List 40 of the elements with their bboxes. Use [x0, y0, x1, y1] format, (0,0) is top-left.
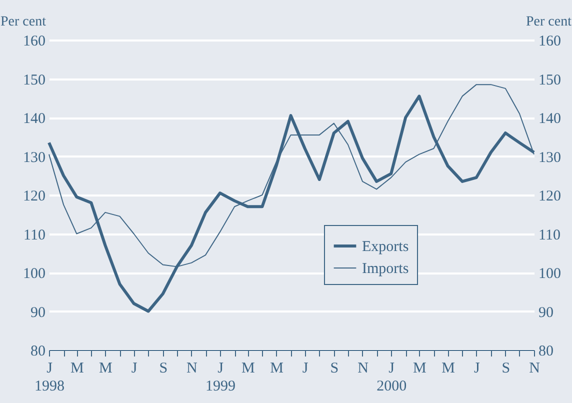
x-tick-label: N: [358, 360, 369, 376]
x-tick-label: N: [529, 360, 540, 376]
y2-tick-label: 150: [538, 72, 561, 88]
x-tick-label: J 2000: [376, 360, 407, 394]
x-tick-label: M: [99, 360, 112, 376]
y2-axis-title: Per cent: [526, 14, 572, 30]
y-axis-title: Per cent: [0, 14, 46, 30]
x-tick-label: J: [302, 360, 308, 376]
y-tick-label: 100: [23, 266, 46, 282]
x-tick-label: J: [474, 360, 480, 376]
y-tick-label: 140: [23, 111, 46, 127]
y2-tick-label: 120: [538, 188, 561, 204]
x-tick-label: J 1999: [206, 360, 236, 394]
x-tick-label: S: [159, 360, 168, 376]
y-tick-label: 160: [23, 34, 46, 50]
y-tick-label: 90: [30, 304, 46, 321]
x-tick-label: M: [442, 360, 455, 376]
y2-tick-label: 140: [538, 111, 561, 127]
y-tick-label: 120: [23, 188, 46, 204]
y-tick-label: 110: [24, 227, 46, 244]
y2-tick-label: 130: [538, 150, 561, 166]
x-tick-label: M: [242, 360, 255, 376]
y-tick-label: 130: [23, 150, 46, 166]
y2-tick-label: 160: [538, 34, 561, 50]
y2-tick-label: 110: [538, 227, 560, 244]
y2-tick-label: 90: [538, 304, 554, 321]
legend-label: Exports: [362, 239, 409, 255]
x-tick-label: M: [70, 360, 84, 376]
x-tick-label: M: [270, 360, 284, 376]
y2-tick-label: 80: [538, 344, 554, 360]
x-tick-label: M: [413, 360, 426, 376]
x-tick-label: J: [131, 360, 138, 376]
x-tick-label: J 1998: [34, 360, 64, 394]
y-tick-label: 80: [30, 344, 46, 360]
legend-label: Imports: [362, 261, 409, 277]
x-tick-label: N: [186, 360, 198, 376]
y-tick-label: 150: [23, 72, 46, 88]
x-tick-label: S: [502, 360, 510, 376]
x-tick-label: S: [330, 360, 339, 376]
y2-tick-label: 100: [538, 266, 561, 282]
